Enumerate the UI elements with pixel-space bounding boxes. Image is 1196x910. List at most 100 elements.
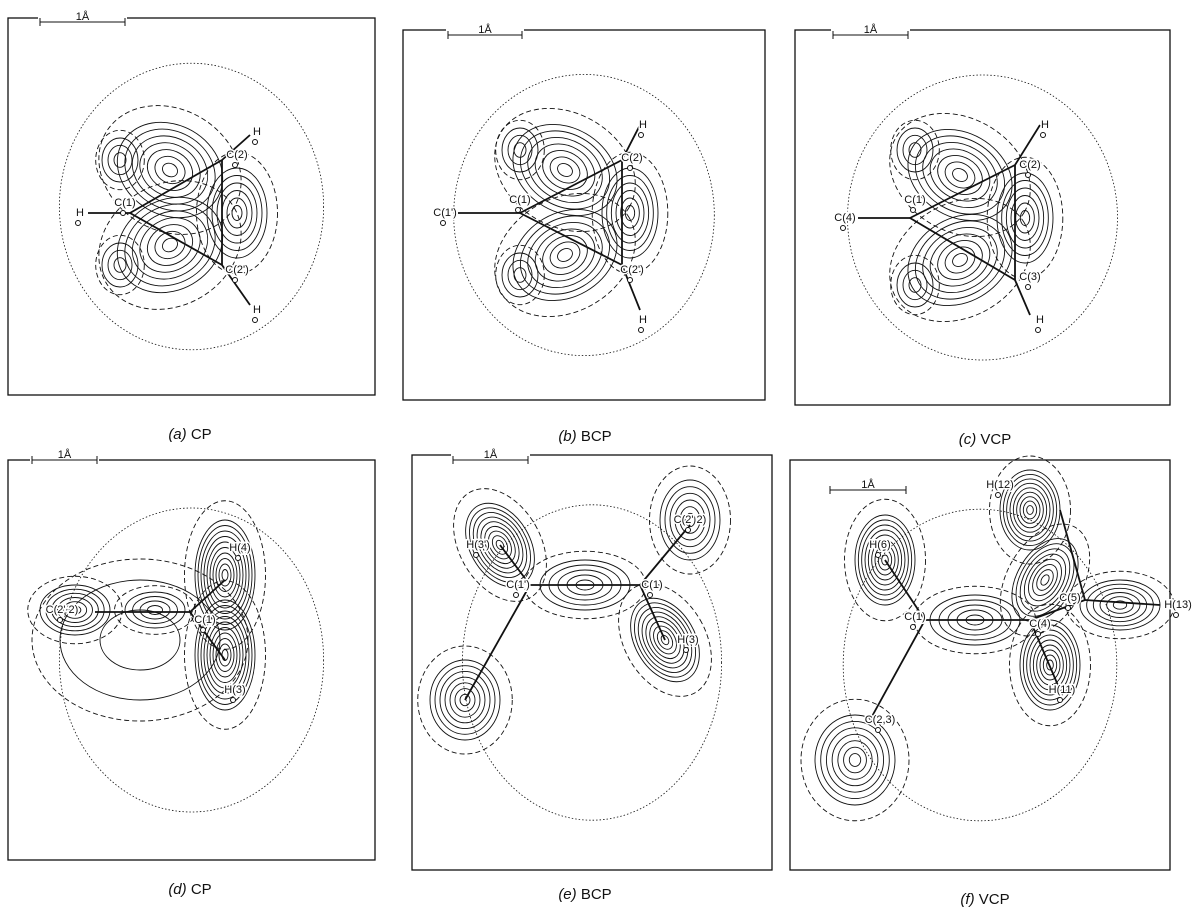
contour (100, 104, 240, 237)
atom-marker (474, 553, 479, 558)
atom-marker (628, 166, 633, 171)
atom-marker (996, 493, 1001, 498)
bond (910, 165, 1015, 218)
contour (602, 168, 658, 258)
atom-marker (253, 140, 258, 145)
contour (210, 628, 240, 683)
contour (838, 741, 872, 780)
atom-label: H (639, 119, 647, 131)
contour (555, 161, 575, 179)
contour-negative (990, 456, 1071, 564)
atom-label: H (253, 126, 261, 138)
atom-label: H (1036, 314, 1044, 326)
contour (1033, 567, 1056, 593)
caption-name: BCP (581, 886, 612, 903)
atom-label: C(1) (114, 197, 135, 209)
contour (1016, 203, 1035, 233)
atom-marker (628, 278, 633, 283)
bond (640, 525, 690, 585)
contour (950, 251, 970, 269)
contour (849, 754, 860, 767)
atom-label: C(1') (506, 579, 530, 591)
atom-marker (76, 221, 81, 226)
atom-marker (1026, 173, 1031, 178)
atom-label: C(2' 2) (46, 604, 79, 616)
atom-label: C(1) (904, 194, 925, 206)
contour (222, 570, 228, 581)
caption-name: CP (191, 426, 212, 443)
contour (160, 161, 180, 180)
panel-frame (790, 460, 1170, 870)
contour (621, 198, 640, 228)
contour (506, 115, 624, 224)
atom-label: C(4) (834, 212, 855, 224)
atom-marker (233, 278, 238, 283)
contour (198, 526, 252, 625)
atom-label: H(13) (1164, 599, 1192, 611)
scale-label: 1Å (484, 448, 498, 461)
contour (1093, 588, 1146, 621)
atom-marker (1036, 632, 1041, 637)
contour (555, 246, 575, 264)
contour-negative (891, 255, 940, 314)
atom-marker (514, 593, 519, 598)
bond (130, 160, 222, 213)
contour (114, 153, 126, 168)
caption: (a) CP (168, 426, 211, 443)
atom-label: H (253, 304, 261, 316)
contour-negative (185, 581, 266, 730)
atom-label: C(1) (904, 611, 925, 623)
contour (832, 734, 878, 785)
panel: 1ÅH(12)H(6)C(5)H(13)C(1)C(4)H(11)C(2,3)(… (790, 456, 1192, 908)
bond (465, 585, 530, 700)
scale-label: 1Å (76, 10, 90, 23)
atom-marker (686, 528, 691, 533)
atom-marker (1066, 606, 1071, 611)
contour (160, 236, 180, 255)
atom-marker (1174, 613, 1179, 618)
contour (213, 633, 237, 677)
atom-label: C(5) (1059, 592, 1080, 604)
bond (870, 620, 925, 720)
atom-marker (58, 618, 63, 623)
atom-marker (876, 728, 881, 733)
panel: 1ÅH(3')C(2' 2)C(1')C(1)H(3)(e) BCP (412, 448, 772, 903)
contour (207, 622, 243, 688)
contour-negative (32, 559, 248, 721)
panel: 1ÅC(1')C(1)C(2)C(2')HH(b) BCP (403, 23, 765, 445)
atom-label: C(2' 2) (674, 514, 707, 526)
contour-negative (115, 586, 196, 635)
contour (1013, 488, 1046, 532)
contour (931, 148, 990, 203)
atom-marker (911, 625, 916, 630)
caption-letter: (c) (959, 431, 977, 448)
figure: 1ÅHC(1)C(2)C(2')HH(a) CP1ÅC(1')C(1)C(2)C… (0, 0, 1196, 910)
contour-negative (96, 235, 145, 294)
contour (903, 135, 927, 164)
contour (1087, 584, 1154, 626)
contour-negative (496, 120, 545, 179)
contour (148, 606, 163, 615)
contour (232, 206, 242, 221)
atom-marker (1026, 285, 1031, 290)
atom-marker (516, 208, 521, 213)
contour (821, 721, 890, 798)
atom-label: C(2) (226, 149, 247, 161)
panel-frame (412, 455, 772, 870)
atom-label: C(1) (509, 194, 530, 206)
contour-negative (867, 174, 1052, 346)
atom-label: H(11) (1049, 684, 1076, 696)
atom-marker (231, 698, 236, 703)
contour (903, 270, 927, 299)
contour (616, 191, 644, 236)
contour (1027, 506, 1034, 515)
caption: (c) VCP (959, 431, 1012, 448)
contour (140, 217, 200, 274)
contour (607, 176, 654, 251)
contour (844, 747, 867, 773)
atom-marker (639, 133, 644, 138)
caption-name: CP (191, 881, 212, 898)
scale-label: 1Å (864, 23, 878, 36)
atom-label: H(3) (677, 634, 698, 646)
